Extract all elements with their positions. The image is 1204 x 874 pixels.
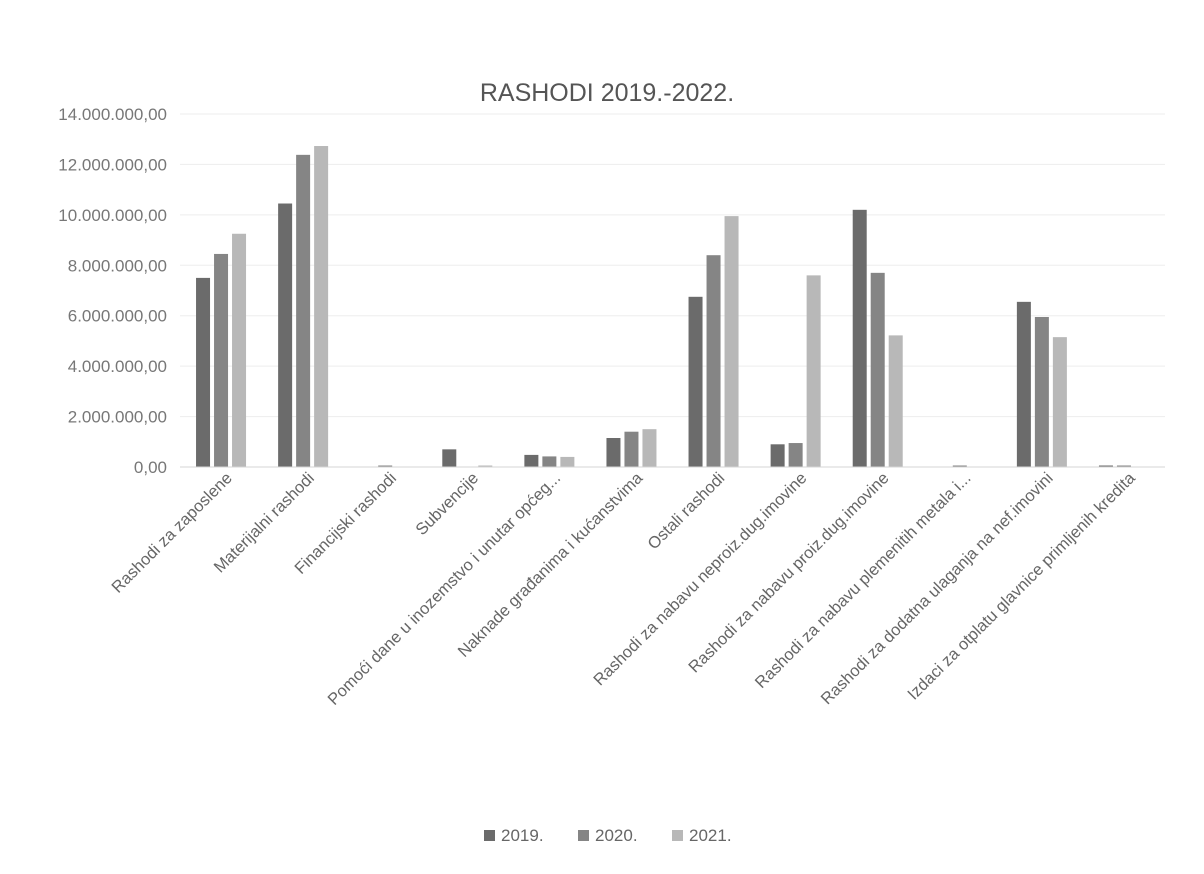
y-tick-label: 4.000.000,00 (68, 357, 167, 376)
bar (524, 454, 539, 467)
bar (296, 154, 311, 467)
bar (852, 209, 867, 468)
bar (196, 277, 211, 467)
y-axis-tick-labels: 0,00 2.000.000,00 4.000.000,00 6.000.000,00… (58, 105, 167, 477)
bar (788, 443, 803, 467)
gridlines (180, 113, 1165, 418)
bar (624, 431, 639, 467)
bar (642, 429, 657, 467)
y-tick-label: 14.000.000,00 (58, 105, 167, 124)
y-tick-label: 0,00 (134, 458, 167, 477)
bar (378, 465, 393, 467)
y-tick-label: 12.000.000,00 (58, 155, 167, 174)
bar (542, 456, 557, 467)
bar (560, 456, 575, 467)
chart-title: RASHODI 2019.-2022. (480, 79, 734, 107)
legend-label: 2020. (595, 826, 638, 845)
y-tick-label: 10.000.000,00 (58, 206, 167, 225)
legend-swatch (484, 830, 495, 841)
bar (1034, 316, 1049, 467)
y-tick-label: 8.000.000,00 (68, 256, 167, 275)
bar (806, 275, 821, 467)
x-tick-label: Subvencije (412, 469, 482, 539)
legend: 2019. 2020. 2021. (484, 826, 732, 845)
bars (196, 146, 1131, 468)
bar (724, 216, 739, 467)
x-tick-label: Rashodi za zaposlene (108, 469, 236, 597)
y-tick-label: 2.000.000,00 (68, 408, 167, 427)
legend-swatch (672, 830, 683, 841)
x-tick-label: Ostali rashodi (644, 469, 728, 553)
legend-swatch (578, 830, 589, 841)
bar (1116, 465, 1131, 467)
bar (442, 449, 457, 467)
bar (770, 444, 785, 467)
legend-label: 2021. (689, 826, 732, 845)
bar (706, 255, 721, 467)
bar (688, 296, 703, 467)
bar (1098, 465, 1113, 467)
bar (278, 203, 293, 467)
bar (478, 465, 493, 467)
bar (870, 272, 885, 467)
x-tick-label: Naknade građanima i kućanstvima (455, 469, 647, 661)
bar (888, 335, 903, 467)
bar (314, 146, 329, 467)
y-tick-label: 6.000.000,00 (68, 307, 167, 326)
bar (232, 233, 247, 467)
bar (606, 438, 621, 467)
bar (214, 253, 229, 467)
bar (1016, 301, 1031, 467)
legend-label: 2019. (501, 826, 544, 845)
bar (952, 465, 967, 467)
bar (1052, 337, 1067, 467)
